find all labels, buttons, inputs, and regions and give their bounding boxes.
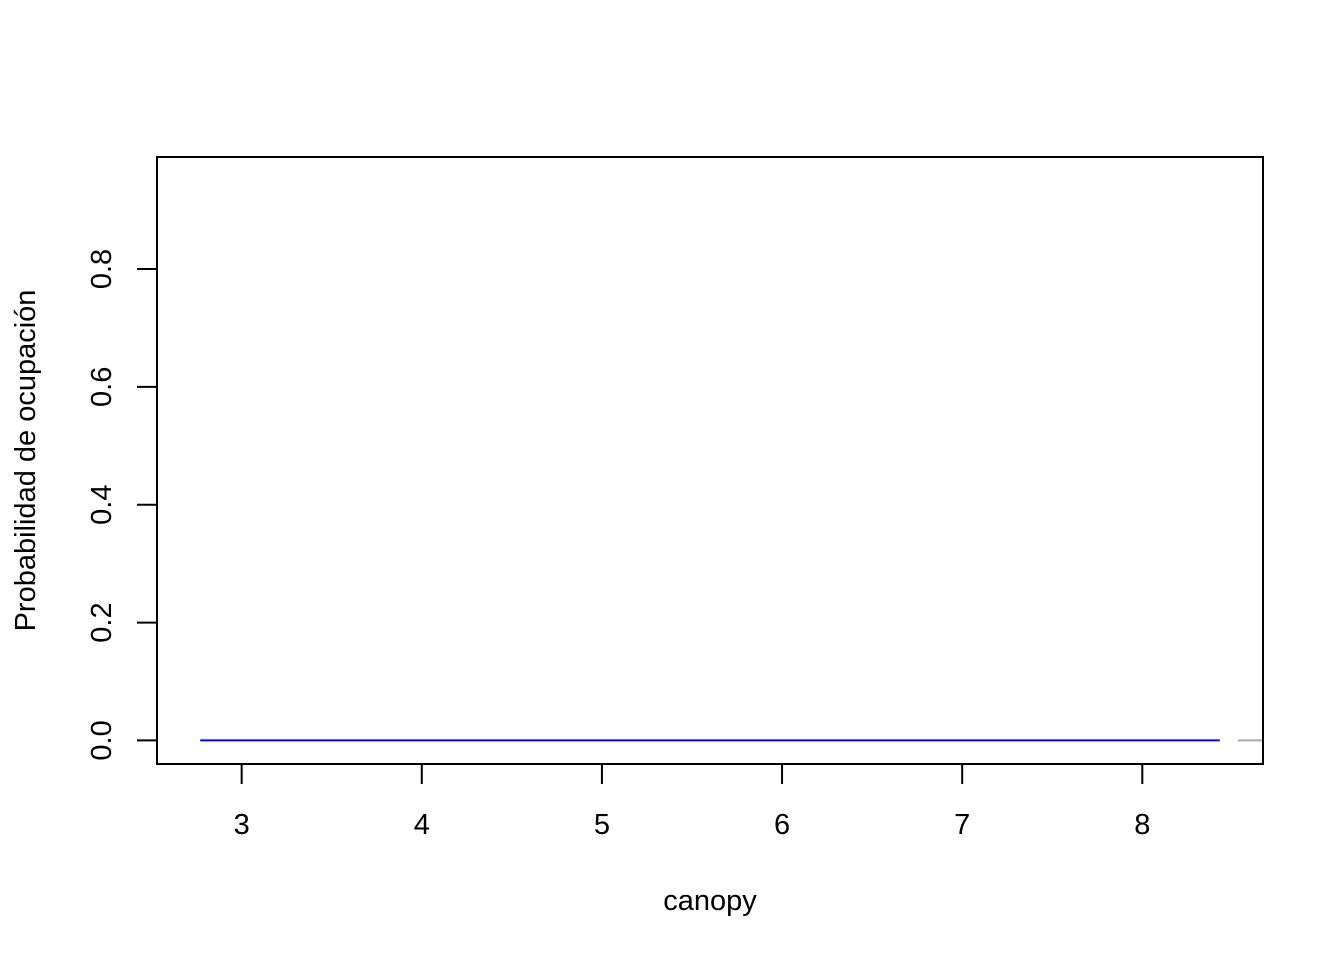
- y-axis-label: Probabilidad de ocupación: [10, 290, 42, 632]
- x-tick-label: 3: [234, 809, 250, 841]
- x-axis-ticks: 3 4 5 6 7 8: [234, 764, 1150, 841]
- y-tick-label: 0.4: [86, 485, 118, 525]
- plot-frame: [156, 156, 1264, 765]
- y-axis-ticks: 0.0 0.2 0.4 0.6 0.8: [86, 249, 157, 761]
- y-tick-label: 0.8: [86, 249, 118, 289]
- x-tick-label: 5: [594, 809, 610, 841]
- x-tick-label: 8: [1134, 809, 1150, 841]
- x-tick-label: 7: [954, 809, 970, 841]
- y-tick-label: 0.0: [86, 720, 118, 760]
- x-axis-label: canopy: [663, 885, 757, 917]
- y-tick-label: 0.2: [86, 602, 118, 642]
- x-tick-label: 6: [774, 809, 790, 841]
- x-tick-label: 4: [414, 809, 430, 841]
- y-tick-label: 0.6: [86, 367, 118, 407]
